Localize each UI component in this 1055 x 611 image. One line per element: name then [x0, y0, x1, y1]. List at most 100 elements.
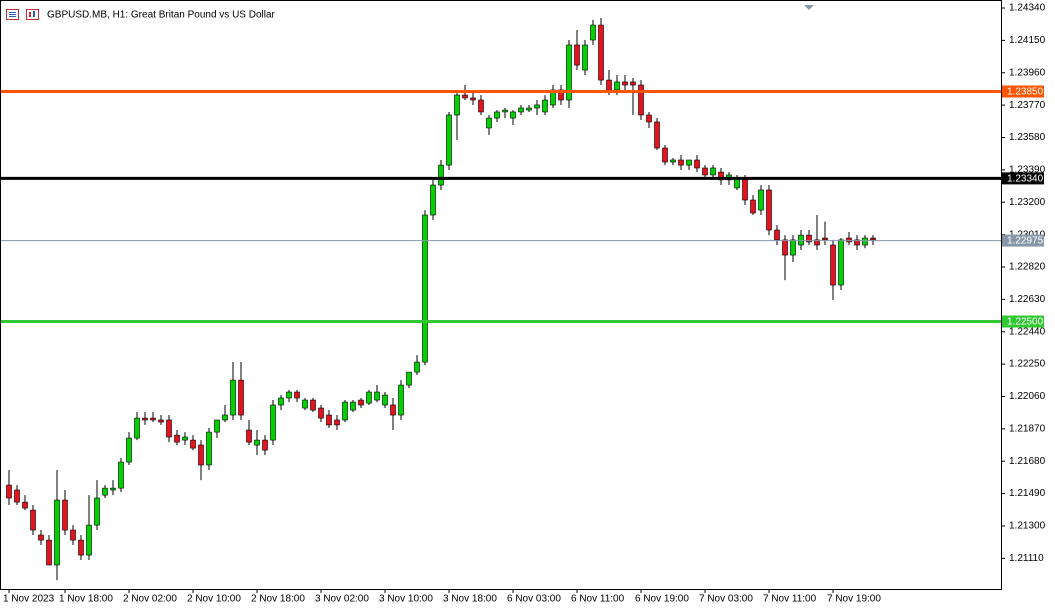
- candle-body: [542, 99, 548, 113]
- price-level-label: 1.22975: [1007, 236, 1044, 247]
- candle-body: [302, 399, 308, 409]
- candle-body: [278, 397, 284, 406]
- candle-body: [502, 109, 508, 113]
- candle-body: [774, 229, 780, 241]
- candle-body: [158, 419, 164, 423]
- candle-body: [214, 419, 220, 433]
- symbol-icons: [6, 9, 39, 20]
- y-tick-label: 1.23580: [1009, 132, 1046, 143]
- y-tick-label: 1.24340: [1009, 3, 1046, 14]
- candle-body: [838, 239, 844, 286]
- price-level-box: [1002, 172, 1044, 185]
- candle-body: [686, 159, 692, 166]
- candle-body: [46, 539, 52, 566]
- candle-body: [286, 391, 292, 399]
- candle-body: [614, 81, 620, 91]
- x-tick-label: 6 Nov 19:00: [635, 594, 689, 605]
- candle-body: [422, 214, 428, 363]
- y-tick-label: 1.21110: [1009, 553, 1044, 564]
- candle-body: [486, 117, 492, 129]
- candle-body: [446, 114, 452, 166]
- candle-body: [574, 44, 580, 66]
- candle-body: [62, 499, 68, 531]
- candle-body: [438, 164, 444, 186]
- candle-body: [766, 189, 772, 231]
- candle-body: [102, 487, 108, 496]
- y-tick-label: 1.23390: [1009, 165, 1046, 176]
- x-tick-label: 7 Nov 19:00: [827, 594, 881, 605]
- scroll-marker: [804, 5, 814, 10]
- candle-body: [246, 429, 252, 443]
- candle-body: [630, 81, 636, 86]
- candle-body: [14, 489, 20, 503]
- y-tick-label: 1.22630: [1009, 294, 1046, 305]
- x-tick-label: 2 Nov 18:00: [251, 594, 305, 605]
- candle-body: [430, 184, 436, 216]
- x-tick-label: 1 Nov 18:00: [59, 594, 113, 605]
- candle-body: [750, 199, 756, 214]
- candle-body: [198, 444, 204, 466]
- price-level-box: [1002, 234, 1044, 247]
- candle-body: [814, 239, 820, 246]
- candle-body: [86, 524, 92, 556]
- candle-body: [174, 434, 180, 443]
- candle-body: [358, 399, 364, 406]
- x-tick-label: 6 Nov 03:00: [507, 594, 561, 605]
- y-tick-label: 1.21870: [1009, 423, 1046, 434]
- y-tick-label: 1.23200: [1009, 197, 1046, 208]
- candle-body: [54, 499, 60, 566]
- candle-body: [510, 111, 516, 119]
- candle-body: [678, 159, 684, 166]
- chart-title: GBPUSD.MB, H1: Great Britan Pound vs US …: [47, 10, 276, 21]
- candle-body: [262, 439, 268, 451]
- candle-body: [518, 107, 524, 113]
- candle-body: [94, 497, 100, 526]
- levels: [1, 89, 1001, 324]
- candle-body: [126, 437, 132, 463]
- candle-body: [318, 407, 324, 419]
- x-tick-label: 7 Nov 03:00: [699, 594, 753, 605]
- candle-body: [806, 234, 812, 243]
- candle-body: [342, 401, 348, 421]
- candle-body: [326, 414, 332, 426]
- candle-body: [862, 237, 868, 246]
- candle-body: [782, 239, 788, 256]
- candle-body: [758, 189, 764, 211]
- candle-body: [6, 484, 12, 499]
- candle-body: [702, 167, 708, 176]
- candle-body: [670, 159, 676, 163]
- candle-body: [566, 44, 572, 101]
- candle-body: [398, 384, 404, 416]
- candle-body: [478, 99, 484, 113]
- price-level-box: [1002, 315, 1044, 328]
- y-tick-label: 1.22440: [1009, 326, 1046, 337]
- candle-body: [118, 461, 124, 489]
- candle-body: [590, 24, 596, 41]
- candle-body: [238, 379, 244, 416]
- candle-body: [150, 417, 156, 421]
- x-tick-label: 6 Nov 11:00: [571, 594, 625, 605]
- candle-body: [454, 94, 460, 116]
- candle-body: [334, 419, 340, 426]
- candle-body: [646, 114, 652, 123]
- x-tick-label: 3 Nov 10:00: [379, 594, 433, 605]
- candle-body: [406, 371, 412, 386]
- x-tick-label: 2 Nov 02:00: [123, 594, 177, 605]
- candle-body: [710, 167, 716, 176]
- plot-frame: [0, 0, 1002, 590]
- candle-body: [78, 539, 84, 556]
- candle-body: [638, 84, 644, 116]
- candle-body: [846, 237, 852, 243]
- candle-body: [70, 529, 76, 541]
- candle-body: [662, 147, 668, 163]
- candle-body: [798, 234, 804, 246]
- axes: 1.24340 1.24150 1.23960 1.23770 1.23580 1.233…: [3, 3, 1046, 605]
- candle-body: [254, 439, 260, 446]
- candle-body: [166, 419, 172, 438]
- price-level-label: 1.22500: [1007, 317, 1044, 328]
- candle-body: [350, 401, 356, 411]
- candle-body: [790, 239, 796, 256]
- candle-body: [718, 171, 724, 181]
- candle-body: [38, 534, 44, 541]
